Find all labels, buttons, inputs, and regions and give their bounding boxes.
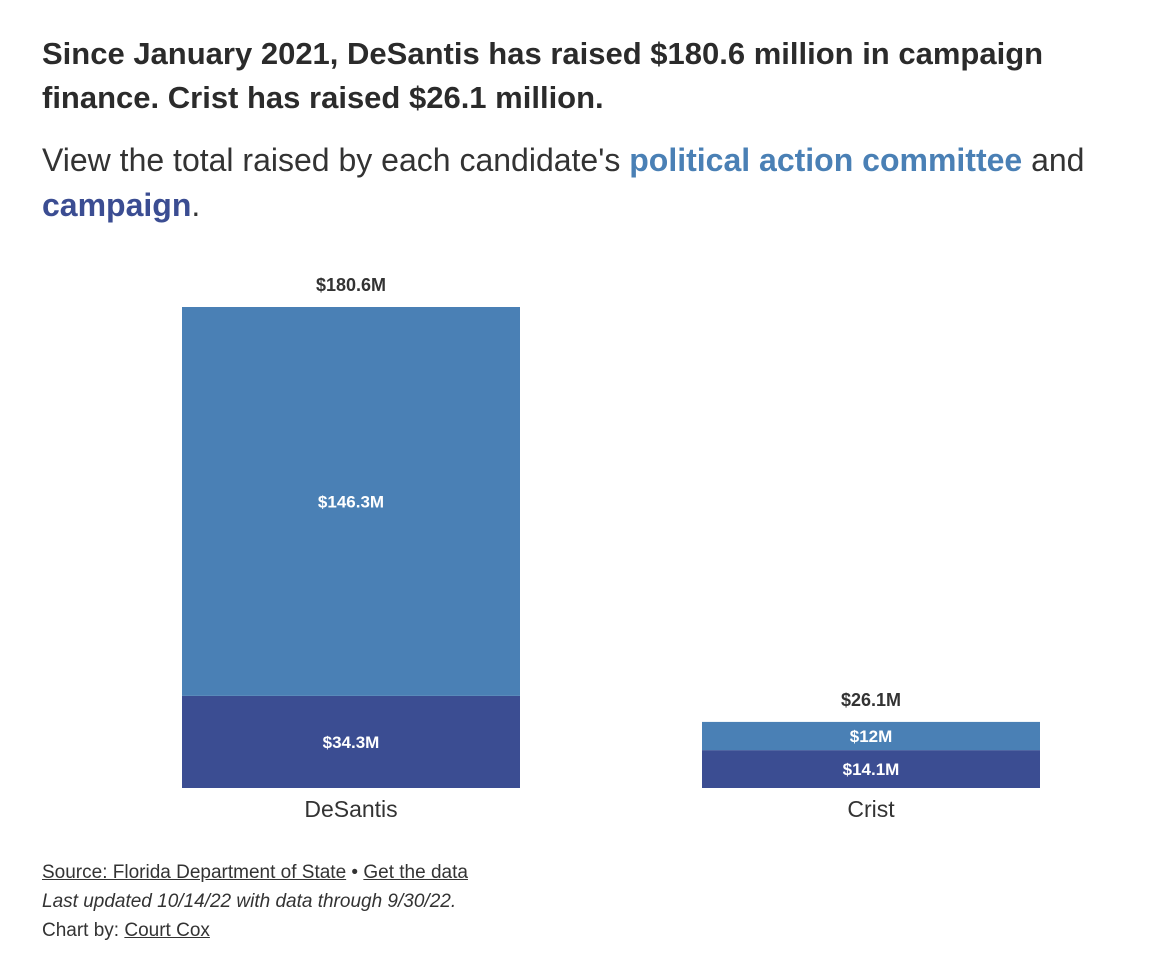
pac-legend-label: political action committee [629, 142, 1023, 178]
category-label-desantis: DeSantis [304, 796, 397, 822]
bar-desantis-pac [182, 307, 520, 696]
bar-crist-pac [702, 721, 1040, 751]
total-label-desantis: $180.6M [316, 275, 386, 295]
get-data-link[interactable]: Get the data [363, 862, 468, 883]
total-label-crist: $26.1M [841, 690, 901, 710]
campaign-legend-label: campaign [42, 187, 192, 223]
author-link[interactable]: Court Cox [124, 920, 210, 941]
source-link[interactable]: Source: Florida Department of State [42, 862, 347, 883]
last-updated: Last updated 10/14/22 with data through … [42, 891, 457, 912]
bar-crist-campaign [702, 750, 1040, 788]
subhead-middle: and [1022, 142, 1085, 178]
subhead-suffix: . [191, 187, 201, 223]
subhead: View the total raised by each candidate'… [42, 138, 1152, 228]
footer: Source: Florida Department of State • Ge… [42, 858, 468, 945]
stacked-bar-chart: $34.3M $146.3M $180.6M DeSantis $14.1M $12M $2… [182, 275, 1040, 822]
headline: Since January 2021, DeSantis has raised … [42, 36, 1044, 115]
footer-separator: • [346, 862, 364, 883]
bar-label-crist-pac: $12M [850, 727, 893, 746]
category-label-crist: Crist [847, 796, 895, 822]
bar-desantis-campaign [182, 695, 520, 788]
subhead-prefix: View the total raised by each candidate'… [42, 142, 630, 178]
byline: Chart by: Court Cox [42, 916, 468, 945]
footer-source-line: Source: Florida Department of State • Ge… [42, 858, 468, 887]
byline-prefix: Chart by: [42, 920, 125, 941]
bar-label-crist-campaign: $14.1M [843, 760, 900, 779]
bar-label-desantis-pac: $146.3M [318, 492, 384, 511]
bar-label-desantis-campaign: $34.3M [323, 733, 380, 752]
